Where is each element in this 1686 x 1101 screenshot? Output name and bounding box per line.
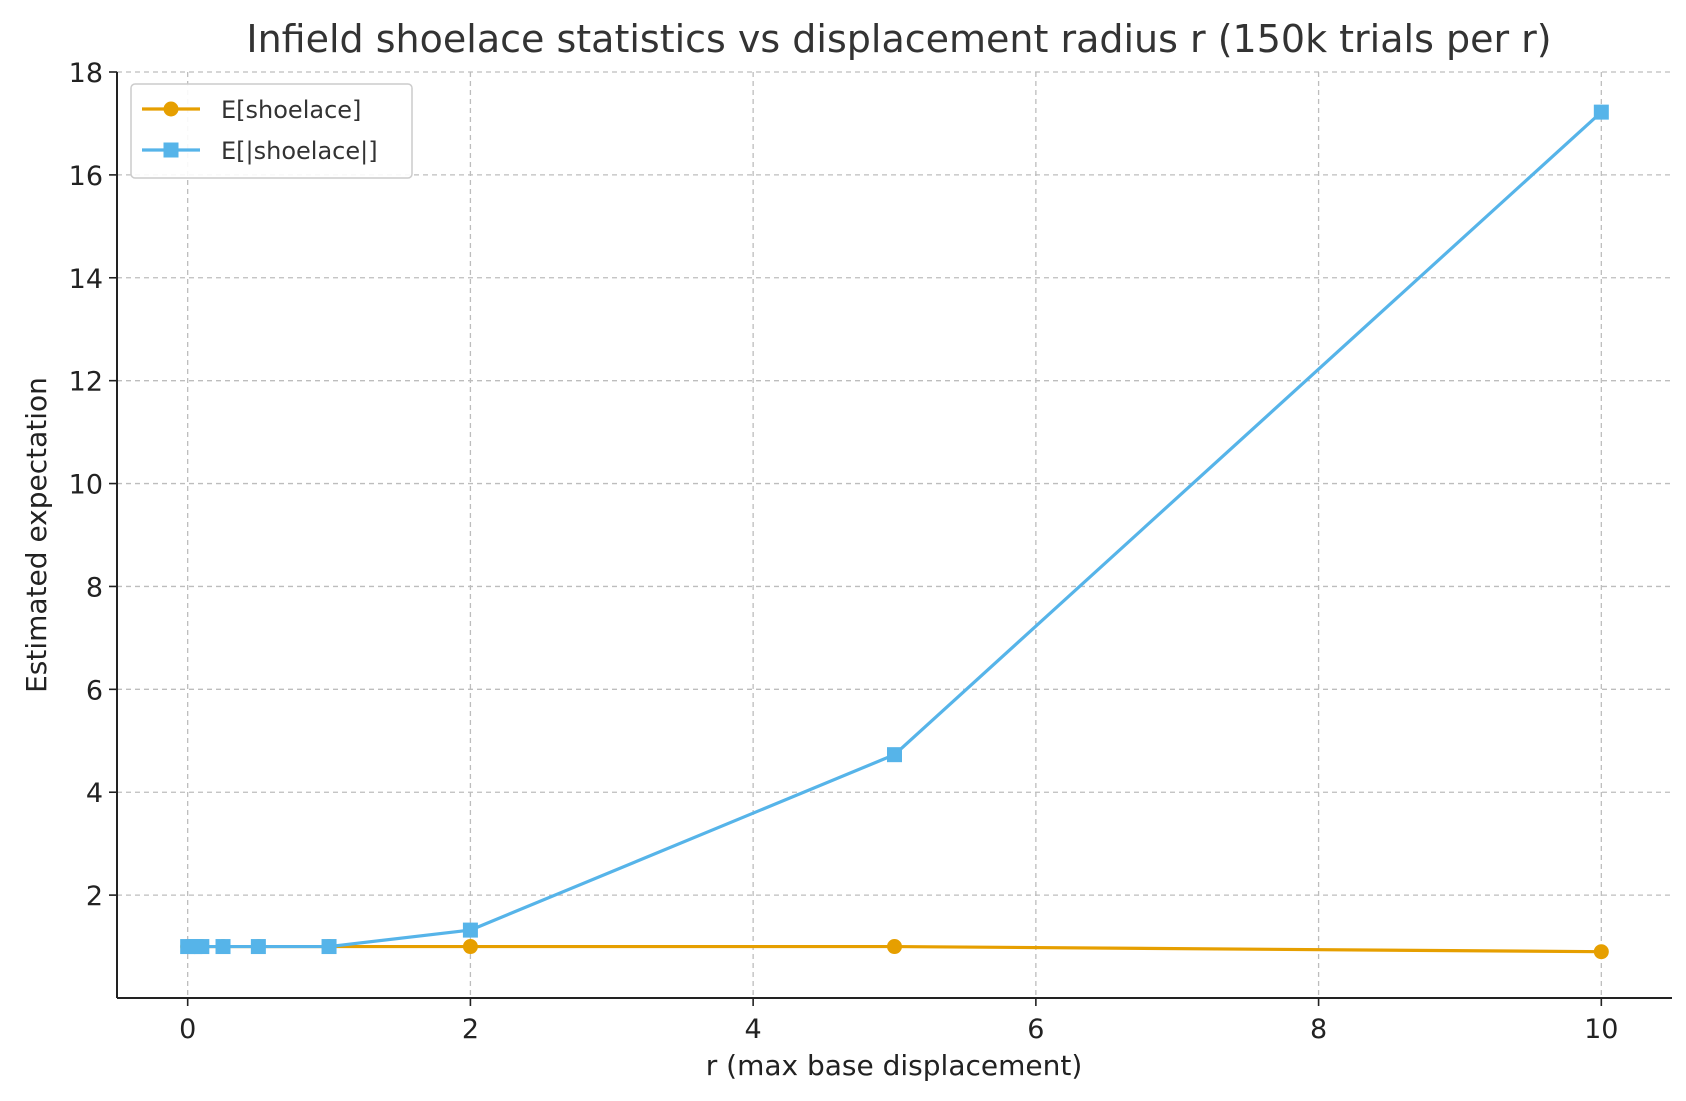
- legend-label: E[shoelace]: [221, 96, 361, 124]
- x-tick-label: 8: [1310, 1014, 1327, 1045]
- x-axis-label: r (max base displacement): [706, 1049, 1083, 1082]
- data-point: [321, 939, 337, 955]
- y-tick-label: 4: [86, 778, 103, 809]
- y-tick-label: 2: [86, 881, 103, 912]
- y-tick-label: 16: [69, 161, 103, 192]
- x-tick-label: 2: [462, 1014, 479, 1045]
- x-tick-label: 10: [1584, 1014, 1618, 1045]
- chart-title: Infield shoelace statistics vs displacem…: [246, 17, 1551, 61]
- data-point: [250, 939, 266, 955]
- x-tick-label: 0: [179, 1014, 196, 1045]
- axis-ticks: 0 2 4 6 8 10 2 4 6 8 10 12 14 16 18: [69, 58, 1619, 1045]
- y-tick-label: 8: [86, 572, 103, 603]
- y-tick-label: 14: [69, 264, 103, 295]
- legend-label: E[|shoelace|]: [221, 137, 378, 165]
- y-axis-label: Estimated expectation: [20, 377, 53, 693]
- data-point: [887, 939, 902, 955]
- x-tick-label: 6: [1027, 1014, 1044, 1045]
- x-tick-label: 4: [745, 1014, 762, 1045]
- legend-box: [130, 83, 413, 179]
- data-point: [1593, 104, 1609, 120]
- data-point: [1593, 944, 1609, 960]
- y-tick-label: 10: [69, 470, 103, 501]
- data-point: [194, 939, 210, 955]
- y-tick-label: 6: [86, 675, 103, 706]
- data-point: [462, 922, 478, 938]
- series-line-2: [187, 110, 1603, 949]
- legend-marker-circle: [163, 101, 179, 117]
- data-point: [462, 939, 478, 955]
- y-tick-label: 12: [69, 367, 103, 398]
- y-tick-label: 18: [69, 58, 103, 89]
- data-point: [887, 747, 902, 763]
- data-point: [215, 939, 231, 955]
- legend-marker-square: [163, 142, 179, 158]
- legend: E[shoelace] E[|shoelace|]: [130, 83, 413, 179]
- grid: [117, 71, 1672, 998]
- plot-area: [180, 104, 1609, 960]
